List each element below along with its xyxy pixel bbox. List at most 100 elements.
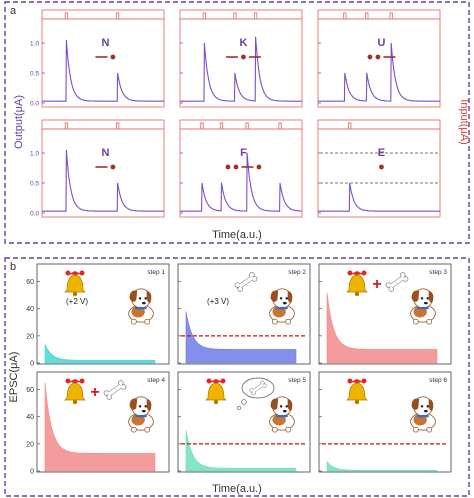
bell-icon — [346, 270, 368, 297]
input-pulse — [389, 12, 393, 19]
morse-dot — [241, 54, 246, 60]
voltage-label: (+3 V) — [207, 297, 229, 306]
y-tick-label: 20 — [26, 333, 34, 340]
y-tick-label: 0.0 — [30, 211, 39, 218]
y-tick-label: 1.0 — [30, 151, 39, 158]
y-tick-label: 40 — [26, 306, 34, 313]
output-series-line — [180, 36, 302, 102]
y-tick-label: 0 — [30, 361, 34, 368]
panel-b-xlabel: Time(a.u.) — [212, 483, 262, 495]
panel-a-ylabel-right: Input(μA) — [458, 99, 470, 144]
input-pulse — [343, 12, 347, 19]
voltage-label: (+2 V) — [66, 297, 88, 306]
panel-a-xlabel: Time(a.u.) — [212, 229, 262, 241]
input-pulse — [219, 122, 224, 129]
input-pulse — [200, 122, 204, 129]
input-pulse — [253, 12, 258, 19]
panel-b-label: b — [10, 261, 16, 273]
epsc-area — [185, 311, 297, 364]
morse-chart-3: U — [317, 9, 441, 108]
panel-a-charts: 0.0 0.5 1.0 N K U 0.0 0.5 1.0 N F E — [30, 9, 441, 218]
plus-icon: + — [372, 276, 381, 293]
letter-label: E — [378, 147, 385, 159]
input-pulse — [202, 12, 207, 19]
panel-b-border — [4, 257, 470, 497]
morse-dot — [379, 164, 384, 170]
step-label: step 3 — [429, 269, 447, 276]
morse-dot — [110, 164, 116, 170]
output-series-line — [318, 182, 440, 212]
letter-label: U — [377, 37, 385, 49]
output-series-line — [42, 39, 164, 102]
y-tick-label: 60 — [26, 387, 34, 394]
epsc-area — [185, 430, 297, 472]
epsc-chart-3: step 3 + — [318, 263, 452, 365]
epsc-chart-1: 0 20 40 60 step 1 (+2 V) — [26, 263, 170, 368]
output-series-line — [180, 152, 302, 212]
input-pulse — [365, 12, 369, 19]
epsc-chart-5: step 5 — [177, 371, 311, 473]
letter-label: N — [101, 147, 109, 159]
step-label: step 2 — [288, 269, 306, 276]
step-label: step 4 — [147, 377, 165, 384]
step-label: step 1 — [147, 269, 165, 276]
input-pulse — [245, 122, 249, 129]
morse-chart-4: 0.0 0.5 1.0 N — [30, 119, 165, 218]
letter-label: K — [239, 37, 247, 49]
axes-frame — [317, 119, 441, 218]
panel-a-ylabel-left: Output(μA) — [13, 95, 25, 149]
step-label: step 6 — [429, 377, 447, 384]
panel-a-border — [4, 1, 470, 244]
y-tick-label: 1.0 — [30, 41, 39, 48]
thought-bubble-dot — [241, 399, 247, 405]
step-label: step 5 — [288, 377, 306, 384]
morse-chart-2: K — [179, 9, 303, 108]
panel-a-label: a — [10, 5, 17, 17]
epsc-area — [44, 343, 156, 364]
letter-label: F — [240, 147, 247, 159]
morse-dot — [225, 164, 231, 170]
input-pulse — [64, 12, 69, 19]
morse-chart-5: F — [179, 119, 303, 218]
letter-label: N — [101, 37, 109, 49]
output-series-line — [318, 42, 440, 102]
y-tick-label: 0.5 — [30, 71, 39, 78]
epsc-chart-6: step 6 — [318, 371, 452, 473]
input-pulse — [348, 122, 352, 129]
input-pulse — [64, 122, 69, 129]
morse-chart-6: E — [317, 119, 441, 218]
epsc-chart-4: 0 20 40 60 step 4 + — [26, 371, 170, 476]
axes-frame — [41, 119, 165, 218]
axes-frame — [41, 9, 165, 108]
morse-chart-1: 0.0 0.5 1.0 N — [30, 9, 165, 108]
y-tick-label: 20 — [26, 441, 34, 448]
epsc-area — [326, 292, 438, 364]
morse-dot — [233, 164, 239, 170]
y-tick-label: 0 — [30, 469, 34, 476]
y-tick-label: 0.5 — [30, 181, 39, 188]
y-tick-label: 40 — [26, 414, 34, 421]
y-tick-label: 60 — [26, 279, 34, 286]
morse-dot — [256, 164, 262, 170]
input-pulse — [115, 122, 120, 129]
panel-b-charts: 0 20 40 60 step 1 (+2 V) step 2 (+3 V) step 3 +0 2… — [26, 263, 452, 476]
input-pulse — [115, 12, 120, 19]
panel-b-ylabel: EPSC(μA) — [8, 352, 20, 403]
morse-dot — [110, 54, 116, 60]
bell-icon — [64, 270, 86, 297]
thought-bubble-dot — [237, 406, 241, 410]
epsc-area — [326, 460, 438, 472]
epsc-area — [44, 382, 156, 472]
output-series-line — [42, 149, 164, 212]
bell-icon — [205, 378, 227, 405]
epsc-chart-2: step 2 (+3 V) — [177, 263, 311, 365]
bell-icon — [64, 378, 86, 405]
y-tick-label: 0.0 — [30, 101, 39, 108]
bell-icon — [346, 378, 368, 405]
axes-frame — [179, 119, 303, 218]
morse-dot — [375, 54, 381, 60]
axes-frame — [179, 9, 303, 108]
input-pulse — [233, 12, 237, 19]
morse-dot — [367, 54, 373, 60]
